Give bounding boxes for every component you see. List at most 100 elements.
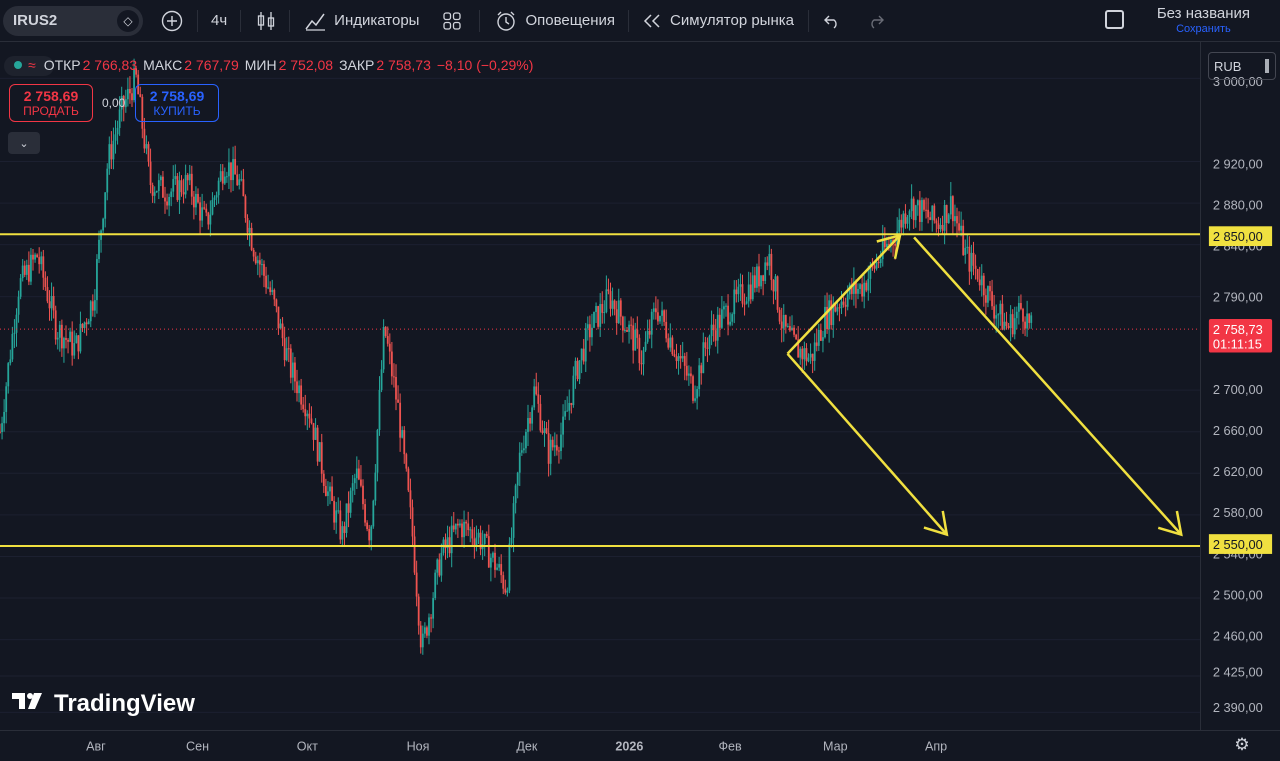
candle bbox=[820, 330, 822, 341]
redo-icon[interactable] bbox=[865, 6, 887, 36]
collapse-button[interactable]: ⌄ bbox=[8, 132, 40, 154]
candle bbox=[979, 280, 981, 286]
candle bbox=[399, 403, 401, 438]
candle bbox=[108, 144, 110, 169]
candle bbox=[214, 198, 216, 200]
candle bbox=[218, 181, 220, 195]
tradingview-logo[interactable]: TradingView bbox=[12, 690, 195, 718]
add-symbol-icon[interactable] bbox=[159, 6, 185, 36]
candle bbox=[94, 300, 96, 310]
sell-button[interactable]: 2 758,69 ПРОДАТЬ bbox=[9, 84, 93, 122]
candle bbox=[187, 175, 189, 180]
candle bbox=[383, 327, 385, 369]
time-tick-label: Апр bbox=[925, 739, 947, 753]
candle bbox=[841, 302, 843, 308]
candle bbox=[731, 314, 733, 322]
spread-value: 0,00 bbox=[102, 96, 125, 110]
candle bbox=[752, 275, 754, 299]
candle bbox=[494, 553, 496, 570]
annotation-arrow bbox=[788, 354, 947, 535]
candle bbox=[589, 324, 591, 337]
candle bbox=[678, 356, 680, 361]
price-axis[interactable]: 3 000,002 920,002 880,002 840,002 790,00… bbox=[1200, 42, 1280, 730]
currency-select[interactable]: RUB bbox=[1208, 52, 1276, 80]
candle bbox=[938, 223, 940, 229]
candle bbox=[733, 290, 735, 315]
candle bbox=[434, 573, 436, 598]
candle bbox=[189, 174, 191, 180]
replay-button[interactable]: Симулятор рынка bbox=[642, 12, 794, 29]
buy-button[interactable]: 2 758,69 КУПИТЬ bbox=[135, 84, 219, 122]
price-chart[interactable] bbox=[0, 42, 1200, 730]
alerts-button[interactable]: Оповещения bbox=[495, 10, 615, 32]
candle bbox=[172, 179, 174, 192]
indicators-button[interactable]: Индикаторы bbox=[304, 11, 419, 31]
candle bbox=[931, 206, 933, 220]
candle bbox=[304, 409, 306, 416]
candle bbox=[638, 338, 640, 363]
candle bbox=[104, 192, 106, 218]
price-tick-label: 2 390,00 bbox=[1213, 700, 1263, 715]
candle bbox=[212, 200, 214, 215]
candle bbox=[725, 306, 727, 307]
candle bbox=[69, 332, 71, 342]
candle bbox=[315, 428, 317, 440]
templates-icon[interactable] bbox=[441, 6, 463, 36]
save-link[interactable]: Сохранить bbox=[1157, 23, 1250, 35]
candle bbox=[680, 356, 682, 358]
gear-icon[interactable]: ⚙ bbox=[1232, 735, 1252, 755]
candle bbox=[469, 529, 471, 530]
divider bbox=[240, 10, 241, 32]
candle bbox=[397, 400, 399, 403]
candle bbox=[511, 538, 513, 544]
undo-icon[interactable] bbox=[821, 6, 843, 36]
candle bbox=[1028, 314, 1030, 323]
candle bbox=[527, 418, 529, 432]
candle bbox=[746, 301, 748, 303]
symbol-name: IRUS2 bbox=[13, 12, 57, 29]
candle bbox=[379, 390, 381, 430]
candle bbox=[525, 432, 527, 448]
candle bbox=[721, 309, 723, 327]
symbol-search[interactable]: IRUS2 ◇ bbox=[3, 6, 143, 36]
candle bbox=[865, 283, 867, 291]
candle bbox=[34, 255, 36, 260]
interval-button[interactable]: 4ч bbox=[211, 12, 227, 29]
candle bbox=[298, 385, 300, 393]
candle bbox=[73, 343, 75, 355]
candle bbox=[587, 324, 589, 328]
layout-save[interactable]: Без названия Сохранить bbox=[1157, 5, 1250, 35]
candle bbox=[286, 348, 288, 360]
price-tick-label: 2 580,00 bbox=[1213, 505, 1263, 520]
candle bbox=[236, 174, 238, 185]
candle bbox=[65, 338, 67, 340]
candle bbox=[424, 627, 426, 633]
candle bbox=[374, 473, 376, 501]
candle bbox=[346, 503, 348, 533]
candle bbox=[150, 162, 152, 185]
candles-icon[interactable] bbox=[255, 6, 277, 36]
candle bbox=[1016, 312, 1018, 318]
candle bbox=[174, 176, 176, 179]
layout-square-icon[interactable] bbox=[1105, 10, 1124, 29]
candle bbox=[593, 312, 595, 328]
candle bbox=[176, 176, 178, 200]
candle bbox=[67, 340, 69, 342]
candle bbox=[857, 289, 859, 294]
candle bbox=[620, 300, 622, 316]
gem-icon[interactable]: ◇ bbox=[117, 10, 139, 32]
candle bbox=[348, 503, 350, 512]
candle bbox=[496, 568, 498, 570]
candle bbox=[500, 564, 502, 575]
candle bbox=[535, 386, 537, 394]
candle bbox=[894, 244, 896, 246]
candle bbox=[255, 257, 257, 264]
currency-label: RUB bbox=[1214, 59, 1241, 74]
candle bbox=[11, 334, 13, 359]
candle bbox=[653, 308, 655, 311]
time-axis[interactable]: Авг Сен Окт Ноя Дек 2026 Фев Мар Апр bbox=[0, 730, 1280, 761]
candle bbox=[647, 331, 649, 342]
candle bbox=[195, 194, 197, 207]
candle bbox=[830, 300, 832, 325]
wave-icon[interactable]: ≈ bbox=[28, 57, 36, 73]
